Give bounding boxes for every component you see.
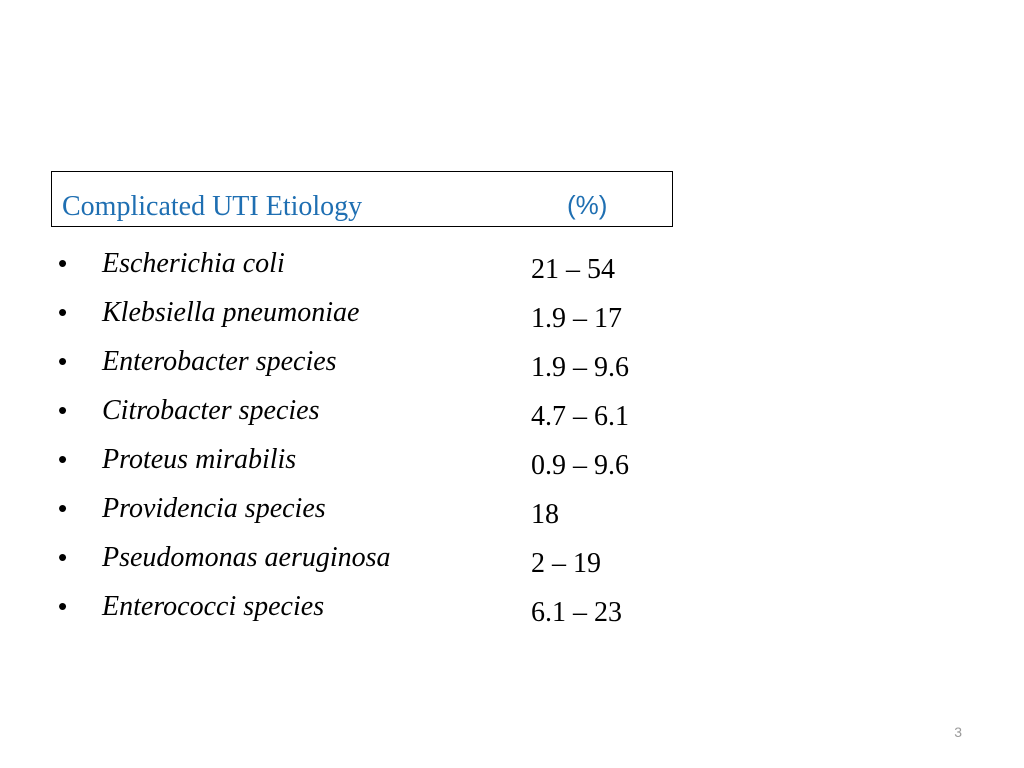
list-item: • Escherichia coli 21 – 54 <box>58 248 698 297</box>
percent-column-header: (%) <box>567 190 608 220</box>
list-item: • Citrobacter species 4.7 – 6.1 <box>58 395 698 444</box>
organism-name: Citrobacter species <box>102 395 320 426</box>
bullet-icon: • <box>58 395 68 425</box>
organism-name: Escherichia coli <box>102 248 285 279</box>
organism-name: Enterococci species <box>102 591 325 622</box>
table-header: Complicated UTI Etiology (%) <box>51 171 673 227</box>
organism-name: Proteus mirabilis <box>102 444 297 475</box>
organism-name: Pseudomonas aeruginosa <box>102 542 391 573</box>
bullet-icon: • <box>58 493 68 523</box>
bullet-icon: • <box>58 542 68 572</box>
list-item: • Enterococci species 6.1 – 23 <box>58 591 698 640</box>
percent-range: 21 – 54 <box>531 254 615 285</box>
organism-name: Klebsiella pneumoniae <box>102 297 360 328</box>
bullet-icon: • <box>58 346 68 376</box>
percent-range: 1.9 – 9.6 <box>531 352 629 383</box>
percent-range: 0.9 – 9.6 <box>531 450 629 481</box>
list-item: • Klebsiella pneumoniae 1.9 – 17 <box>58 297 698 346</box>
organism-name: Enterobacter species <box>102 346 337 377</box>
list-item: • Proteus mirabilis 0.9 – 9.6 <box>58 444 698 493</box>
organism-name: Providencia species <box>102 493 326 524</box>
bullet-icon: • <box>58 444 68 474</box>
percent-range: 4.7 – 6.1 <box>531 401 629 432</box>
list-item: • Pseudomonas aeruginosa 2 – 19 <box>58 542 698 591</box>
table-title: Complicated UTI Etiology <box>62 191 363 222</box>
percent-range: 2 – 19 <box>531 548 601 579</box>
list-item: • Providencia species 18 <box>58 493 698 542</box>
bullet-icon: • <box>58 297 68 327</box>
percent-range: 1.9 – 17 <box>531 303 622 334</box>
percent-range: 18 <box>531 499 559 530</box>
bullet-icon: • <box>58 248 68 278</box>
bullet-icon: • <box>58 591 68 621</box>
page-number: 3 <box>954 724 962 740</box>
organism-list: • Escherichia coli 21 – 54 • Klebsiella … <box>58 248 698 640</box>
percent-range: 6.1 – 23 <box>531 597 622 628</box>
list-item: • Enterobacter species 1.9 – 9.6 <box>58 346 698 395</box>
